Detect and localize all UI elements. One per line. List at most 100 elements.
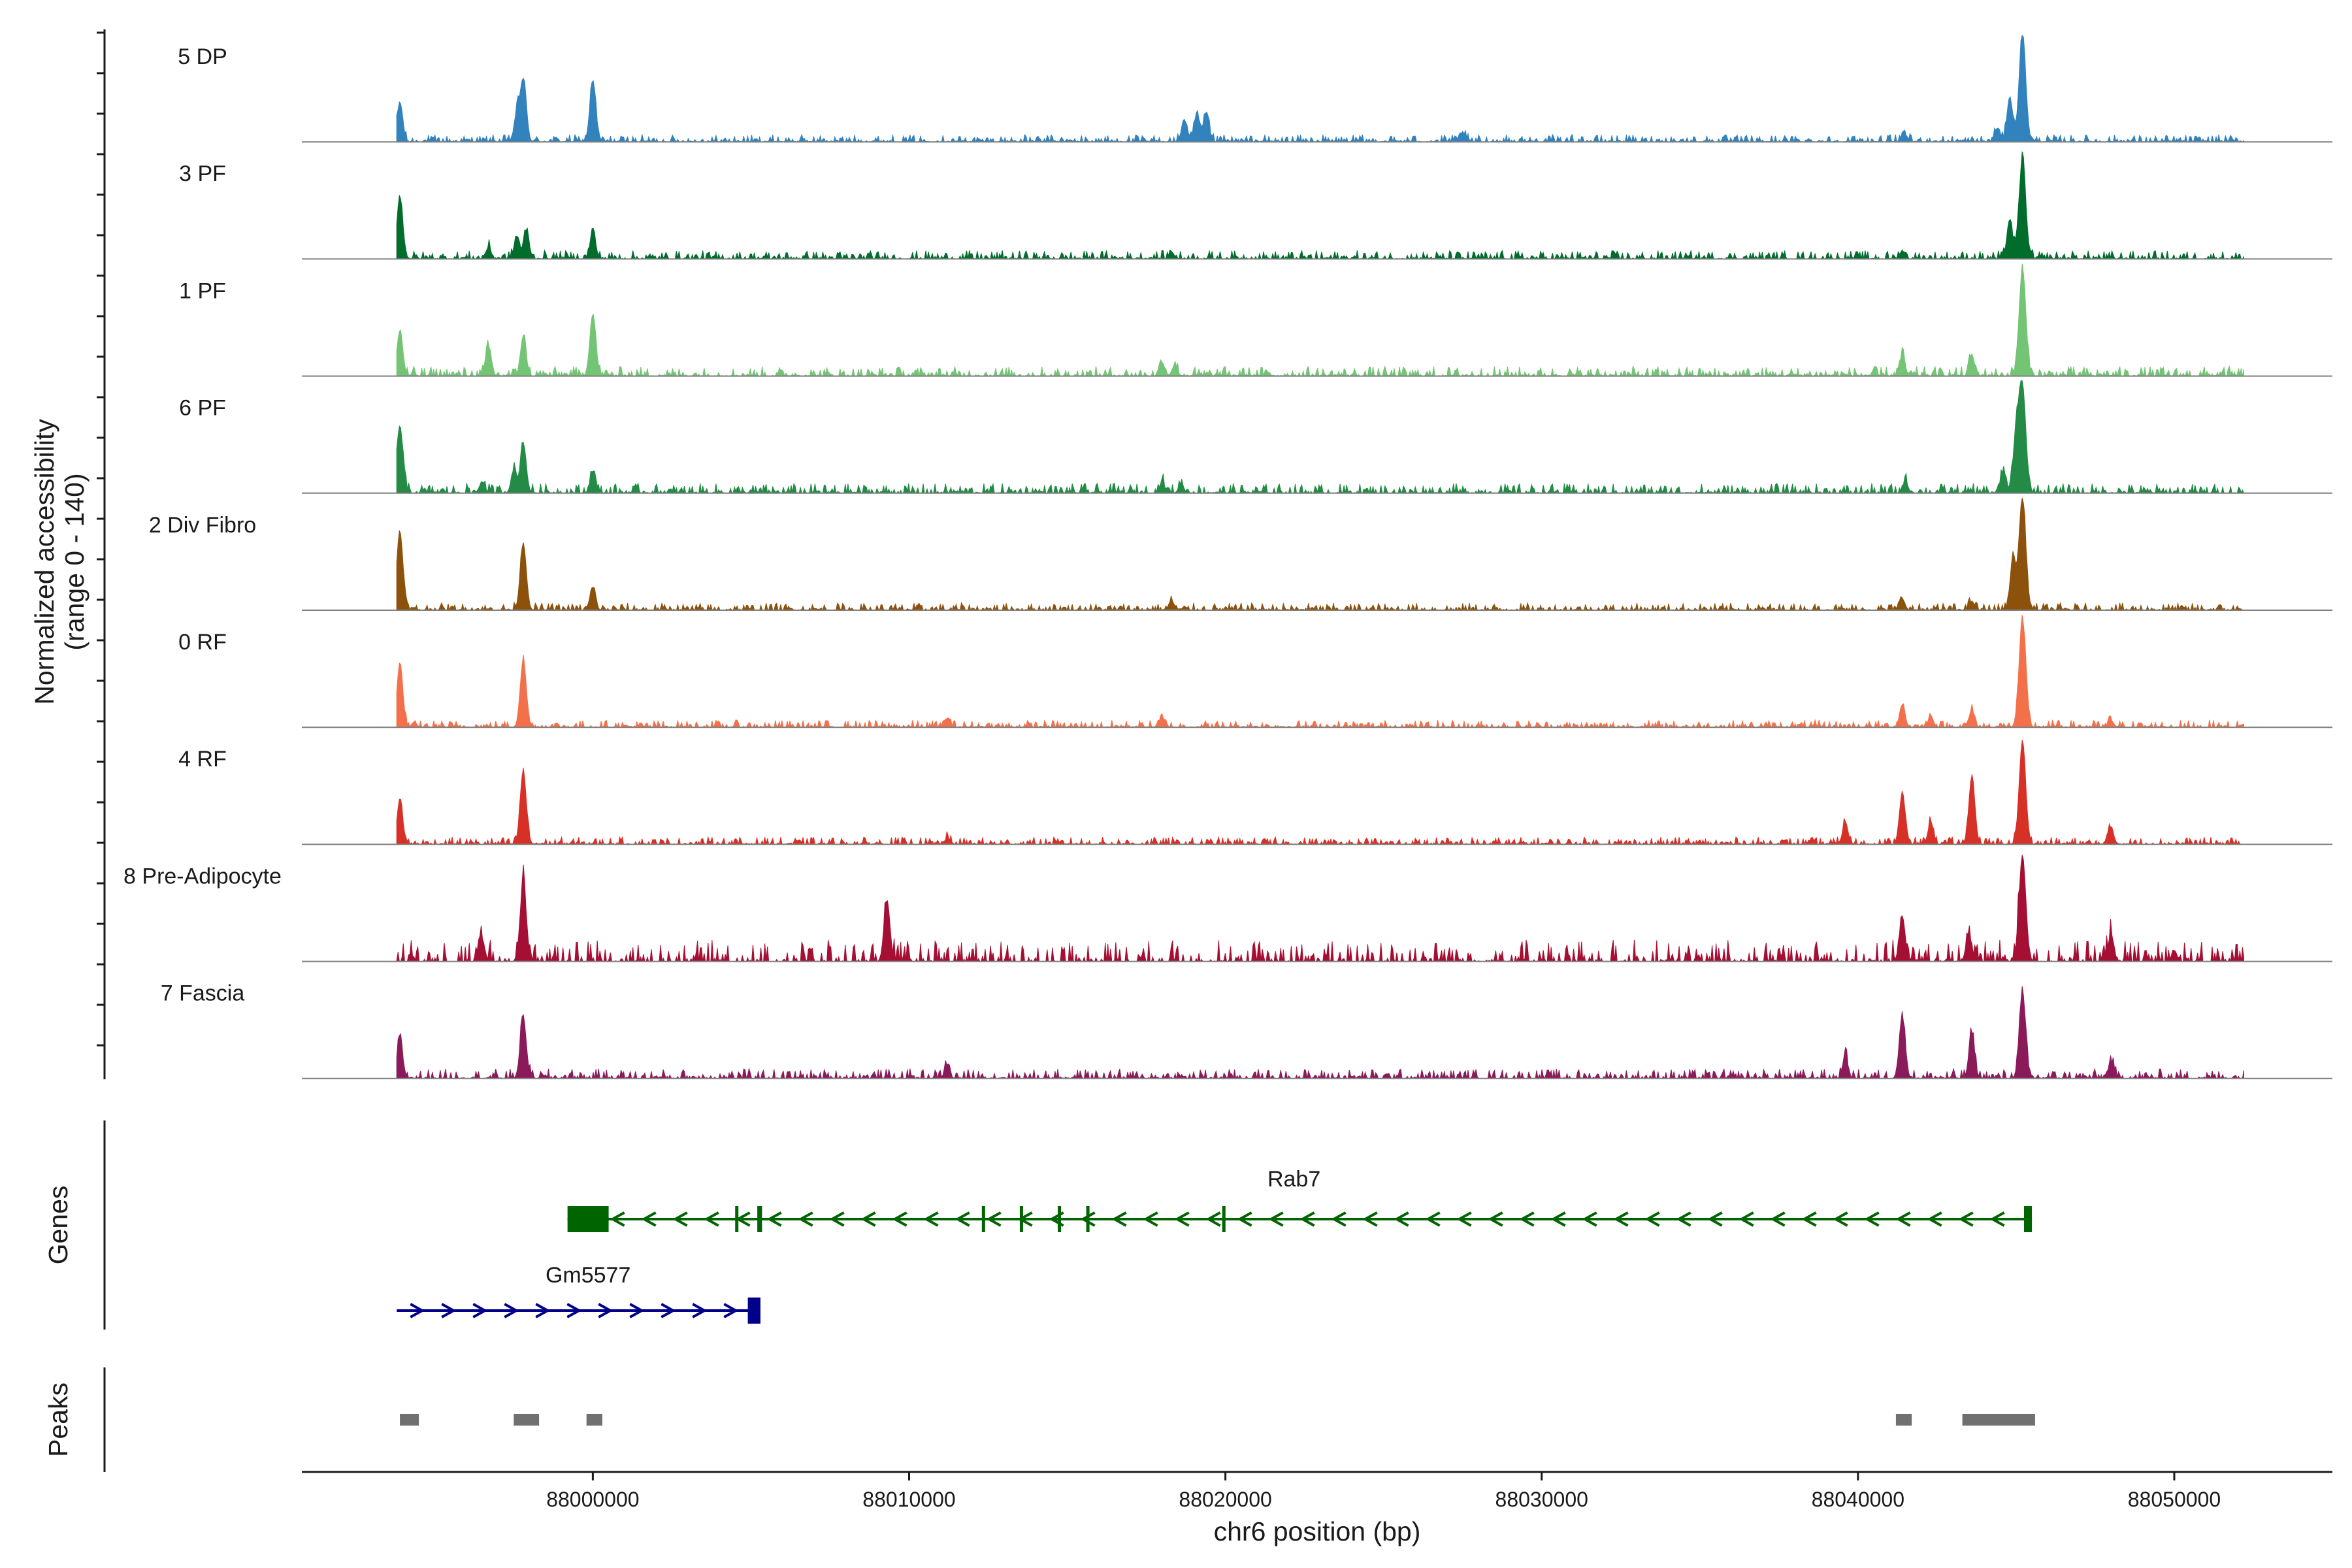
strand-arrow xyxy=(1927,1211,1942,1227)
strand-arrow xyxy=(955,1211,970,1227)
strand-arrow xyxy=(704,1211,719,1227)
strand-arrow xyxy=(1174,1211,1190,1227)
coverage-y-axis xyxy=(97,29,106,1079)
strand-arrow xyxy=(1111,1211,1127,1227)
strand-arrow xyxy=(1833,1211,1848,1227)
track-label: 8 Pre-Adipocyte xyxy=(123,864,282,889)
gene-exon xyxy=(1086,1206,1090,1232)
strand-arrow xyxy=(1739,1211,1754,1227)
peak-region xyxy=(514,1414,540,1426)
strand-arrow xyxy=(566,1303,582,1318)
strand-arrow xyxy=(629,1303,645,1318)
gene-exon xyxy=(747,1298,760,1324)
strand-arrow xyxy=(641,1211,657,1227)
strand-arrow xyxy=(1613,1211,1629,1227)
peak-region xyxy=(1895,1414,1912,1426)
gene-exon xyxy=(735,1206,739,1232)
strand-arrow xyxy=(892,1211,907,1227)
coverage-track: 8 Pre-Adipocyte xyxy=(123,855,2332,963)
track-label: 0 RF xyxy=(178,630,227,655)
gene-exon xyxy=(981,1206,985,1232)
peak-region xyxy=(586,1414,602,1426)
strand-arrow xyxy=(1519,1211,1535,1227)
strand-arrow xyxy=(1268,1211,1284,1227)
strand-arrow xyxy=(1299,1211,1315,1227)
coverage-track: 2 Div Fibro xyxy=(149,497,2332,612)
strand-arrow xyxy=(1644,1211,1660,1227)
strand-arrow xyxy=(598,1303,613,1318)
coverage-tracks: 5 DP 3 PF 1 PF 6 PF 2 Div Fibro 0 RF 4 RF 8 Pre… xyxy=(123,35,2332,1080)
gene-label: Rab7 xyxy=(1267,1167,1320,1192)
strand-arrow xyxy=(1488,1211,1503,1227)
gene-exon xyxy=(1019,1206,1023,1232)
x-axis: 88000000 88010000 88020000 88030000 88040000… xyxy=(302,1471,2332,1511)
strand-arrow xyxy=(1205,1211,1221,1227)
strand-arrow xyxy=(1143,1211,1158,1227)
gene-exon xyxy=(2023,1206,2033,1232)
strand-arrow xyxy=(829,1211,845,1227)
strand-arrow xyxy=(1989,1211,2005,1227)
strand-arrow xyxy=(472,1303,488,1318)
strand-arrow xyxy=(661,1303,676,1318)
strand-arrow xyxy=(1707,1211,1723,1227)
strand-arrow xyxy=(610,1211,625,1227)
coverage-area xyxy=(396,497,2244,612)
strand-arrow xyxy=(1362,1211,1378,1227)
track-label: 7 Fascia xyxy=(161,981,245,1006)
strand-arrow xyxy=(1958,1211,1974,1227)
gene-label: Gm5577 xyxy=(546,1263,630,1288)
strand-arrow xyxy=(1770,1211,1786,1227)
gene-model: Gm5577 xyxy=(397,1263,760,1324)
coverage-track: 4 RF xyxy=(178,740,2332,846)
x-tick-label: 88030000 xyxy=(1495,1488,1588,1511)
strand-arrow xyxy=(1864,1211,1880,1227)
strand-arrow xyxy=(535,1303,551,1318)
track-label: 2 Div Fibro xyxy=(149,513,256,538)
strand-arrow xyxy=(410,1303,425,1318)
peak-region xyxy=(1962,1414,2035,1426)
strand-arrow xyxy=(1801,1211,1817,1227)
gene-model: Rab7 xyxy=(567,1167,2033,1232)
gene-exon xyxy=(1222,1206,1226,1232)
strand-arrow xyxy=(504,1303,519,1318)
coverage-track: 5 DP xyxy=(178,35,2332,144)
peak-region xyxy=(400,1414,419,1426)
x-tick-label: 88000000 xyxy=(546,1488,639,1511)
x-tick-label: 88040000 xyxy=(1812,1488,1904,1511)
gene-exon xyxy=(757,1206,762,1232)
coverage-track: 0 RF xyxy=(178,615,2332,729)
strand-arrow xyxy=(1237,1211,1252,1227)
track-label: 1 PF xyxy=(179,278,226,303)
strand-arrow xyxy=(860,1211,876,1227)
strand-arrow xyxy=(986,1211,1002,1227)
strand-arrow xyxy=(1676,1211,1691,1227)
strand-arrow xyxy=(672,1211,688,1227)
strand-arrow xyxy=(1080,1211,1096,1227)
coverage-track: 6 PF xyxy=(179,380,2332,495)
strand-arrow xyxy=(1394,1211,1409,1227)
coverage-area xyxy=(396,986,2244,1080)
strand-arrow xyxy=(1425,1211,1441,1227)
x-tick-label: 88020000 xyxy=(1179,1488,1271,1511)
strand-arrow xyxy=(723,1303,739,1318)
gene-exon xyxy=(1058,1206,1062,1232)
track-label: 5 DP xyxy=(178,44,227,69)
strand-arrow xyxy=(692,1303,708,1318)
track-label: 6 PF xyxy=(179,396,226,421)
strand-arrow xyxy=(766,1211,782,1227)
strand-arrow xyxy=(1331,1211,1347,1227)
peaks-panel: Peaks xyxy=(43,1367,2035,1472)
strand-arrow xyxy=(923,1211,939,1227)
coverage-area xyxy=(396,380,2245,495)
peaks-panel-label: Peaks xyxy=(43,1382,73,1457)
genes-panel-label: Genes xyxy=(43,1186,73,1265)
strand-arrow xyxy=(1895,1211,1911,1227)
strand-arrow xyxy=(1456,1211,1472,1227)
y-axis-label-line2: (range 0 - 140) xyxy=(59,473,90,650)
track-label: 3 PF xyxy=(179,161,226,186)
genes-panel: Genes Rab7 Gm5577 xyxy=(43,1120,2033,1330)
strand-arrow xyxy=(441,1303,457,1318)
track-label: 4 RF xyxy=(178,747,227,772)
x-tick-label: 88010000 xyxy=(862,1488,955,1511)
